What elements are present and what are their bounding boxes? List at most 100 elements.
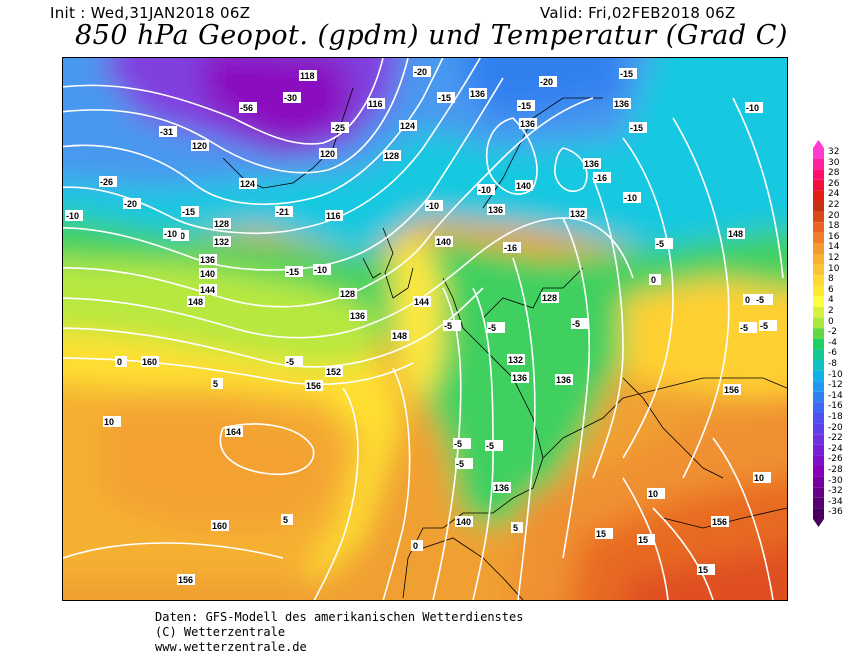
legend-swatch	[813, 222, 824, 233]
svg-text:156: 156	[306, 381, 321, 391]
temperature-label: 0	[115, 356, 127, 367]
svg-text:160: 160	[212, 521, 227, 531]
legend-swatch	[813, 455, 824, 466]
temperature-label: -20	[123, 198, 141, 209]
legend-tick: -2	[812, 327, 850, 338]
legend-swatch	[813, 423, 824, 435]
legend-tick: 2	[812, 306, 850, 317]
svg-text:-10: -10	[478, 185, 491, 195]
legend-tick-label: -24	[828, 443, 843, 454]
geopotential-label: 156	[305, 380, 323, 391]
svg-text:140: 140	[456, 517, 471, 527]
legend-tick: -24	[812, 443, 850, 455]
legend-top-arrow	[813, 140, 824, 148]
legend-swatch	[813, 381, 824, 392]
svg-text:116: 116	[326, 211, 341, 221]
temperature-label: -10	[425, 200, 443, 211]
legend-tick: 20	[812, 210, 850, 222]
legend-swatch	[813, 328, 824, 339]
temperature-label: 5	[511, 522, 523, 533]
geopotential-label: 136	[469, 88, 487, 99]
svg-text:-15: -15	[518, 101, 531, 111]
temperature-label: -5	[759, 320, 777, 331]
svg-text:140: 140	[200, 269, 215, 279]
temperature-label: -15	[629, 122, 647, 133]
copyright: (C) Wetterzentrale	[155, 625, 286, 639]
temperature-label: -30	[283, 92, 301, 103]
legend-tick: -20	[812, 423, 850, 434]
svg-text:15: 15	[638, 535, 648, 545]
temperature-label: -5	[453, 438, 471, 449]
temperature-field	[63, 58, 787, 600]
website: www.wetterzentrale.de	[155, 640, 307, 654]
weather-map-canvas: 120 120 118 116 128 124 124 128 116 132 …	[63, 58, 787, 600]
svg-text:-5: -5	[656, 239, 664, 249]
weather-map: 120 120 118 116 128 124 124 128 116 132 …	[62, 57, 788, 601]
temperature-label: -10	[623, 192, 641, 203]
svg-text:156: 156	[724, 385, 739, 395]
svg-text:-26: -26	[100, 177, 113, 187]
legend-swatch	[813, 190, 824, 201]
temperature-label: -20	[413, 66, 431, 77]
temperature-label: -16	[593, 172, 611, 183]
legend-tick-label: 12	[828, 253, 840, 263]
legend-tick: 12	[812, 253, 850, 264]
legend-tick-label: -10	[828, 369, 843, 380]
temperature-label: -5	[443, 320, 461, 331]
legend-tick-label: 28	[828, 168, 840, 179]
svg-text:5: 5	[513, 523, 518, 533]
geopotential-label: 118	[299, 70, 317, 81]
svg-text:-31: -31	[160, 127, 173, 137]
temperature-label: -5	[487, 322, 505, 333]
legend-tick-label: 26	[828, 178, 840, 189]
legend-tick: 16	[812, 232, 850, 243]
legend-tick: -34	[812, 497, 850, 508]
legend-tick: -8	[812, 359, 850, 370]
legend-swatch	[813, 211, 824, 223]
svg-text:116: 116	[368, 99, 383, 109]
legend-swatch	[813, 349, 824, 360]
legend-tick-label: 2	[828, 306, 834, 316]
legend-tick: -26	[812, 454, 850, 465]
geopotential-label: 136	[487, 204, 505, 215]
temperature-label: 10	[753, 472, 771, 483]
geopotential-label: 140	[455, 516, 473, 527]
svg-text:-16: -16	[504, 243, 517, 253]
svg-text:-56: -56	[240, 103, 253, 113]
svg-text:160: 160	[142, 357, 157, 367]
svg-text:-21: -21	[276, 207, 289, 217]
temperature-label: -5	[285, 356, 303, 367]
temperature-label: 10	[103, 416, 121, 427]
legend-tick: -18	[812, 412, 850, 423]
svg-text:0: 0	[117, 357, 122, 367]
legend-tick-label: 6	[828, 284, 834, 295]
geopotential-label: 164	[225, 426, 243, 437]
svg-text:136: 136	[556, 375, 571, 385]
legend-tick-label: 20	[828, 210, 840, 221]
legend-tick: 26	[812, 178, 850, 190]
svg-text:-5: -5	[760, 321, 768, 331]
legend-tick-label: -26	[828, 454, 843, 465]
temperature-label: -15	[285, 266, 303, 277]
legend-tick: -14	[812, 391, 850, 402]
legend-tick: -6	[812, 348, 850, 359]
temperature-label: -5	[655, 238, 673, 249]
svg-text:120: 120	[192, 141, 207, 151]
legend-tick: 8	[812, 274, 850, 285]
svg-text:148: 148	[188, 297, 203, 307]
geopotential-label: 144	[413, 296, 431, 307]
temperature-label: -10	[313, 264, 331, 275]
legend-tick: 32	[812, 147, 850, 158]
svg-text:-15: -15	[182, 207, 195, 217]
geopotential-label: 152	[325, 366, 343, 377]
svg-text:0: 0	[745, 295, 750, 305]
legend-tick: 22	[812, 200, 850, 211]
svg-text:128: 128	[384, 151, 399, 161]
legend-tick-label: 24	[828, 189, 840, 200]
svg-text:140: 140	[516, 181, 531, 191]
svg-text:10: 10	[754, 473, 764, 483]
legend-bottom-arrow	[813, 519, 824, 527]
legend-swatch	[813, 243, 824, 254]
svg-text:136: 136	[200, 255, 215, 265]
legend-tick: 18	[812, 221, 850, 232]
